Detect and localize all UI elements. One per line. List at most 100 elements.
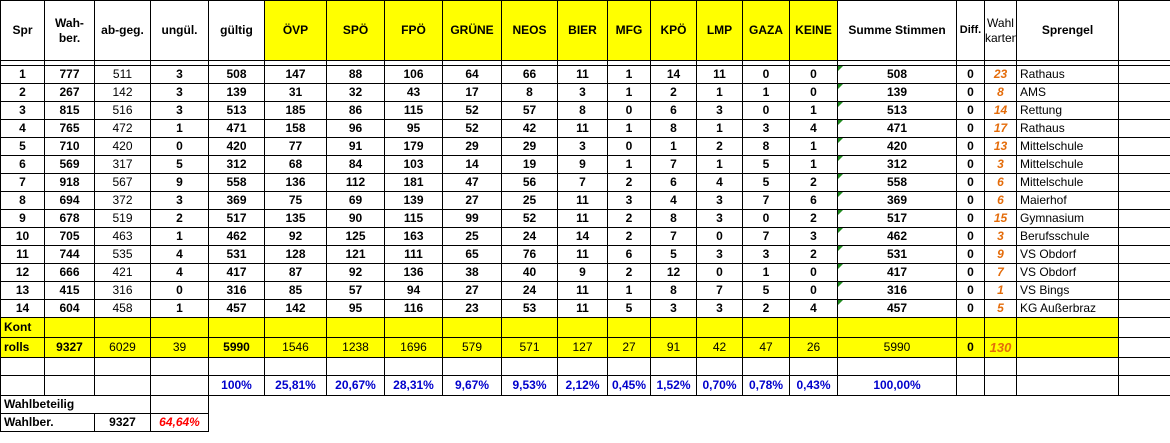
cell-spr[interactable]: 6 <box>0 155 45 174</box>
cell-keine[interactable]: 2 <box>789 209 838 228</box>
cell-mfg[interactable]: 1 <box>607 65 651 84</box>
cell-fpoe[interactable]: 115 <box>384 209 443 228</box>
cell-kpoe[interactable]: 3 <box>650 299 697 318</box>
cell-spoe[interactable]: 69 <box>326 191 385 210</box>
kontrolls-summe[interactable]: 5990 <box>837 337 957 358</box>
cell-gaza[interactable]: 3 <box>742 119 790 138</box>
cell-sprengel[interactable]: AMS <box>1016 83 1119 102</box>
cell-summe[interactable]: 139 <box>837 83 957 102</box>
kontrolls-fpoe[interactable]: 1696 <box>384 337 443 358</box>
cell-gueltig[interactable]: 420 <box>208 137 265 156</box>
cell-diff[interactable]: 0 <box>956 191 985 210</box>
kontrolls-diff[interactable]: 0 <box>956 337 985 358</box>
cell-gueltig[interactable]: 457 <box>208 299 265 318</box>
cell-spoe[interactable]: 112 <box>326 173 385 192</box>
header-fpoe[interactable]: FPÖ <box>384 0 443 61</box>
empty-cell[interactable] <box>1118 227 1170 246</box>
header-wahlber[interactable]: Wah-ber. <box>44 0 95 61</box>
cell-lmp[interactable]: 1 <box>696 83 743 102</box>
cell-lmp[interactable]: 3 <box>696 101 743 120</box>
empty-cell[interactable] <box>442 317 502 338</box>
cell-gruene[interactable]: 14 <box>442 155 502 174</box>
cell-diff[interactable]: 0 <box>956 155 985 174</box>
cell-mfg[interactable]: 1 <box>607 155 651 174</box>
cell-neos[interactable]: 56 <box>501 173 558 192</box>
empty-cell[interactable] <box>1118 317 1170 338</box>
cell-mfg[interactable]: 2 <box>607 263 651 282</box>
header-lmp[interactable]: LMP <box>696 0 743 61</box>
cell-abgeg[interactable]: 372 <box>94 191 151 210</box>
cell-gaza[interactable]: 0 <box>742 65 790 84</box>
cell-lmp[interactable]: 1 <box>696 119 743 138</box>
pct-summe[interactable]: 100,00% <box>837 375 957 396</box>
cell-wk[interactable]: 6 <box>984 191 1017 210</box>
cell-wk[interactable]: 9 <box>984 245 1017 264</box>
cell-mfg[interactable]: 2 <box>607 227 651 246</box>
empty-cell[interactable] <box>1118 245 1170 264</box>
cell-unguel[interactable]: 0 <box>150 137 209 156</box>
cell-spoe[interactable]: 32 <box>326 83 385 102</box>
empty-cell[interactable] <box>1118 299 1170 318</box>
cell-fpoe[interactable]: 95 <box>384 119 443 138</box>
empty-cell[interactable] <box>94 375 151 396</box>
kontrolls-gaza[interactable]: 47 <box>742 337 790 358</box>
pct-lmp[interactable]: 0,70% <box>696 375 743 396</box>
cell-kpoe[interactable]: 8 <box>650 119 697 138</box>
cell-kpoe[interactable]: 8 <box>650 281 697 300</box>
cell-bier[interactable]: 3 <box>557 137 608 156</box>
cell-spoe[interactable]: 91 <box>326 137 385 156</box>
empty-cell[interactable] <box>789 317 838 338</box>
empty-cell[interactable] <box>150 357 209 376</box>
cell-spr[interactable]: 4 <box>0 119 45 138</box>
cell-wk[interactable]: 14 <box>984 101 1017 120</box>
empty-cell[interactable] <box>1118 357 1170 376</box>
kontrolls-lmp[interactable]: 42 <box>696 337 743 358</box>
cell-neos[interactable]: 76 <box>501 245 558 264</box>
cell-abgeg[interactable]: 316 <box>94 281 151 300</box>
cell-unguel[interactable]: 3 <box>150 191 209 210</box>
empty-cell[interactable] <box>442 357 502 376</box>
cell-spoe[interactable]: 95 <box>326 299 385 318</box>
cell-unguel[interactable]: 2 <box>150 209 209 228</box>
cell-kpoe[interactable]: 5 <box>650 245 697 264</box>
empty-cell[interactable] <box>326 317 385 338</box>
cell-gruene[interactable]: 27 <box>442 191 502 210</box>
empty-cell[interactable] <box>1118 65 1170 84</box>
cell-spr[interactable]: 10 <box>0 227 45 246</box>
header-spr[interactable]: Spr <box>0 0 45 61</box>
cell-oevp[interactable]: 158 <box>264 119 327 138</box>
pct-gaza[interactable]: 0,78% <box>742 375 790 396</box>
cell-lmp[interactable]: 4 <box>696 173 743 192</box>
cell-wahlber[interactable]: 678 <box>44 209 95 228</box>
pct-kpoe[interactable]: 1,52% <box>650 375 697 396</box>
cell-diff[interactable]: 0 <box>956 137 985 156</box>
cell-wk[interactable]: 13 <box>984 137 1017 156</box>
pct-fpoe[interactable]: 28,31% <box>384 375 443 396</box>
cell-fpoe[interactable]: 163 <box>384 227 443 246</box>
cell-bier[interactable]: 3 <box>557 83 608 102</box>
cell-bier[interactable]: 9 <box>557 155 608 174</box>
header-mfg[interactable]: MFG <box>607 0 651 61</box>
cell-spoe[interactable]: 90 <box>326 209 385 228</box>
cell-gueltig[interactable]: 462 <box>208 227 265 246</box>
cell-abgeg[interactable]: 516 <box>94 101 151 120</box>
header-abgeg[interactable]: ab-geg. <box>94 0 151 61</box>
cell-summe[interactable]: 312 <box>837 155 957 174</box>
cell-diff[interactable]: 0 <box>956 83 985 102</box>
cell-spr[interactable]: 2 <box>0 83 45 102</box>
cell-sprengel[interactable]: VS Obdorf <box>1016 263 1119 282</box>
cell-gaza[interactable]: 3 <box>742 245 790 264</box>
empty-cell[interactable] <box>1118 191 1170 210</box>
kontrolls-gruene[interactable]: 579 <box>442 337 502 358</box>
cell-unguel[interactable]: 1 <box>150 299 209 318</box>
cell-kpoe[interactable]: 8 <box>650 209 697 228</box>
cell-kpoe[interactable]: 1 <box>650 137 697 156</box>
empty-cell[interactable] <box>557 357 608 376</box>
cell-bier[interactable]: 11 <box>557 209 608 228</box>
cell-bier[interactable]: 11 <box>557 281 608 300</box>
empty-cell[interactable] <box>208 317 265 338</box>
header-wahlkarten[interactable]: Wahl karten <box>984 0 1017 61</box>
cell-spr[interactable]: 11 <box>0 245 45 264</box>
cell-fpoe[interactable]: 103 <box>384 155 443 174</box>
cell-abgeg[interactable]: 463 <box>94 227 151 246</box>
